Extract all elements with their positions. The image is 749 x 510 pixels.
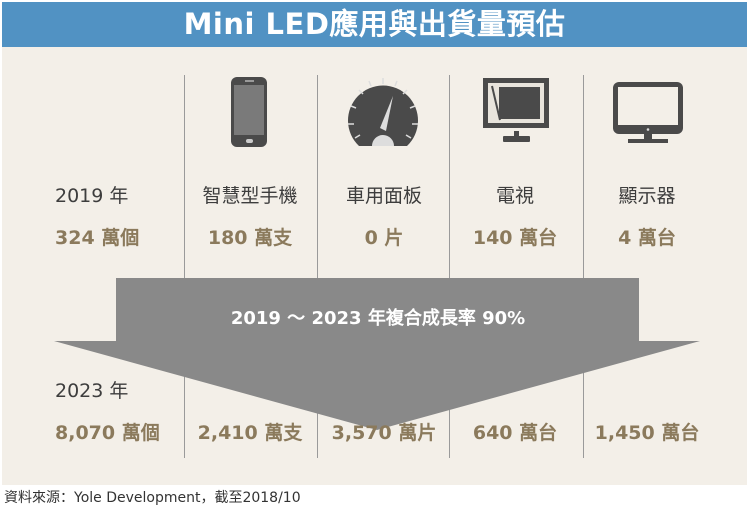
- category-label-tv: 電視: [495, 185, 535, 207]
- total-2023-value: 8,070 萬個: [55, 422, 160, 444]
- source-note: 資料來源：Yole Development，截至2018/10: [4, 490, 301, 506]
- tv-icon: [483, 78, 549, 142]
- column-divider: [449, 75, 450, 458]
- column-divider: [184, 75, 185, 458]
- monitor-2023-value: 1,450 萬台: [594, 422, 700, 444]
- year-2019-label: 2019 年: [55, 185, 129, 207]
- smartphone-2019-value: 180 萬支: [207, 227, 293, 249]
- column-divider: [317, 75, 318, 458]
- monitor-icon: [613, 82, 683, 143]
- total-2019-value: 324 萬個: [55, 227, 140, 249]
- column-divider: [583, 75, 584, 458]
- monitor-2019-value: 4 萬台: [618, 227, 676, 249]
- category-label-automotive: 車用面板: [345, 185, 423, 207]
- smartphone-2023-value: 2,410 萬支: [197, 422, 303, 444]
- category-label-smartphone: 智慧型手機: [202, 185, 298, 207]
- tv-2019-value: 140 萬台: [472, 227, 558, 249]
- page-title: Mini LED應用與出貨量預估: [2, 2, 747, 47]
- automotive-2019-value: 0 片: [364, 227, 404, 249]
- automotive-2023-value: 3,570 萬片: [331, 422, 437, 444]
- category-label-monitor: 顯示器: [618, 185, 676, 207]
- cagr-label: 2019 ～ 2023 年複合成長率 90%: [230, 308, 526, 329]
- smartphone-icon: [231, 77, 267, 147]
- year-2023-label: 2023 年: [55, 380, 129, 402]
- tv-2023-value: 640 萬台: [472, 422, 558, 444]
- speedometer-icon: [348, 78, 418, 146]
